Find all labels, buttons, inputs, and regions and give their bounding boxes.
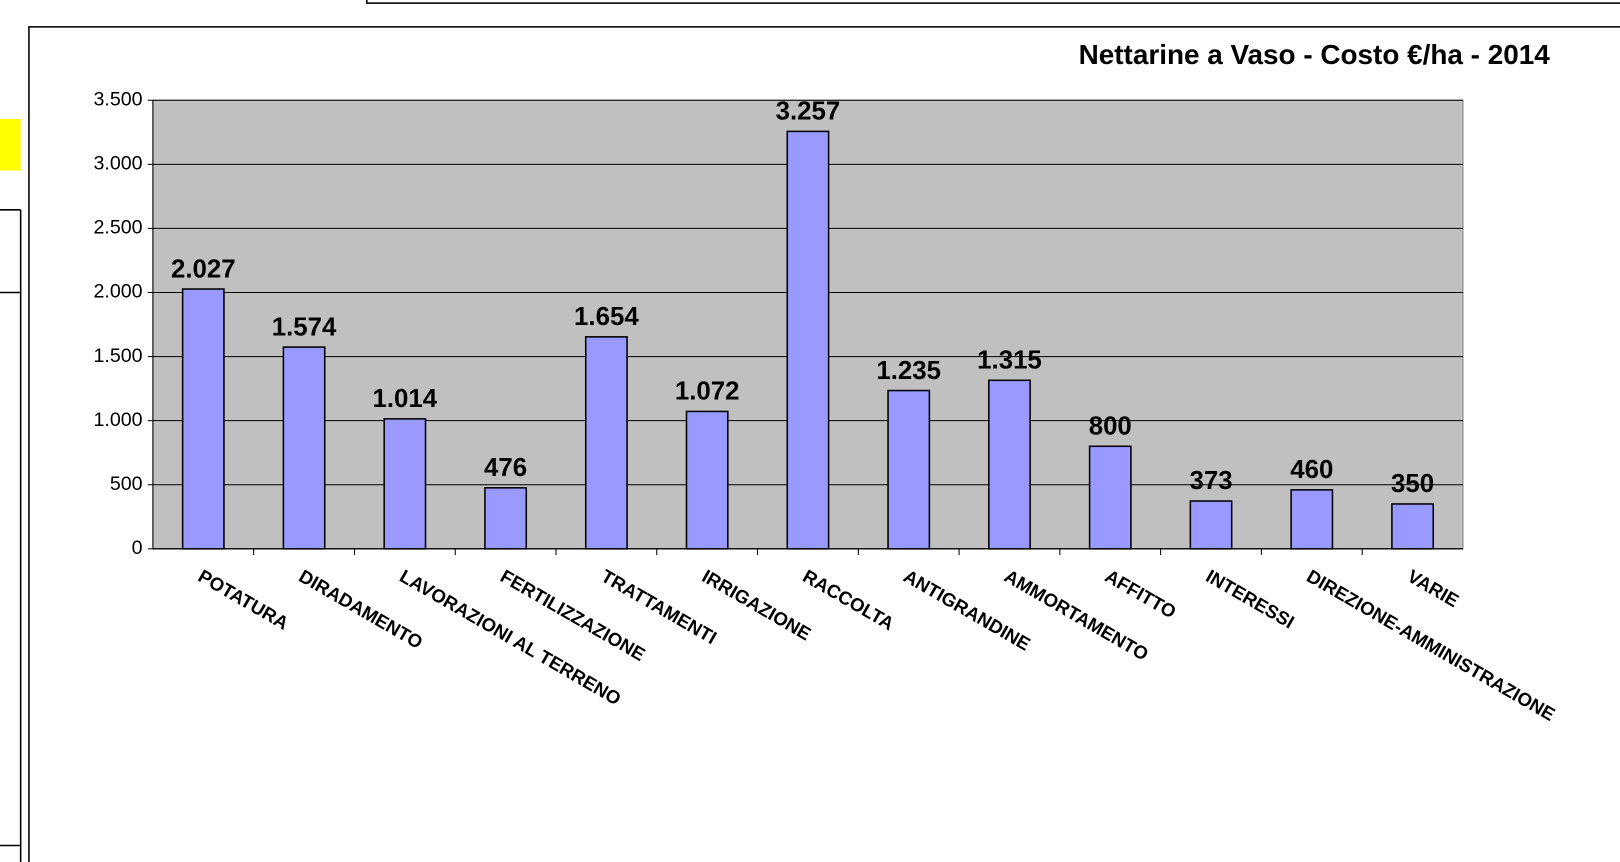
bar [786,130,830,550]
value-label: 1.315 [977,347,1042,375]
value-label: 1.574 [272,313,337,341]
bar [1189,500,1233,550]
y-tick-label: 2.500 [93,217,142,239]
bar [282,346,326,550]
bar [1391,503,1435,550]
value-label: 460 [1290,456,1333,484]
value-label: 1.072 [675,378,740,406]
highlight [0,118,21,171]
bar [1088,445,1132,550]
top-frame [365,0,1620,4]
bar [181,288,225,550]
y-tick-label: 1.500 [93,345,142,367]
y-tick-label: 3.500 [93,88,142,110]
value-label: 476 [484,454,527,482]
y-tick-label: 1.000 [93,409,142,431]
bar [685,410,729,550]
value-label: 373 [1189,467,1232,495]
y-tick-label: 0 [132,537,143,559]
y-tick-label: 500 [110,473,143,495]
value-label: 350 [1391,470,1434,498]
bar [484,487,528,550]
bar [988,379,1031,550]
y-tick-label: 3.000 [93,153,142,175]
bar [1290,489,1334,550]
bar [383,418,427,550]
value-label: 2.027 [171,255,236,283]
chart-title: Nettarine a Vaso - Costo €/ha - 2014 [1079,39,1551,70]
bar [887,389,931,550]
value-label: 3.257 [776,98,841,126]
value-label: 1.654 [574,303,639,331]
bar [584,336,628,550]
value-label: 1.235 [876,357,941,385]
y-tick-label: 2.000 [93,281,142,303]
value-label: 800 [1089,413,1132,441]
value-label: 1.014 [373,385,438,413]
